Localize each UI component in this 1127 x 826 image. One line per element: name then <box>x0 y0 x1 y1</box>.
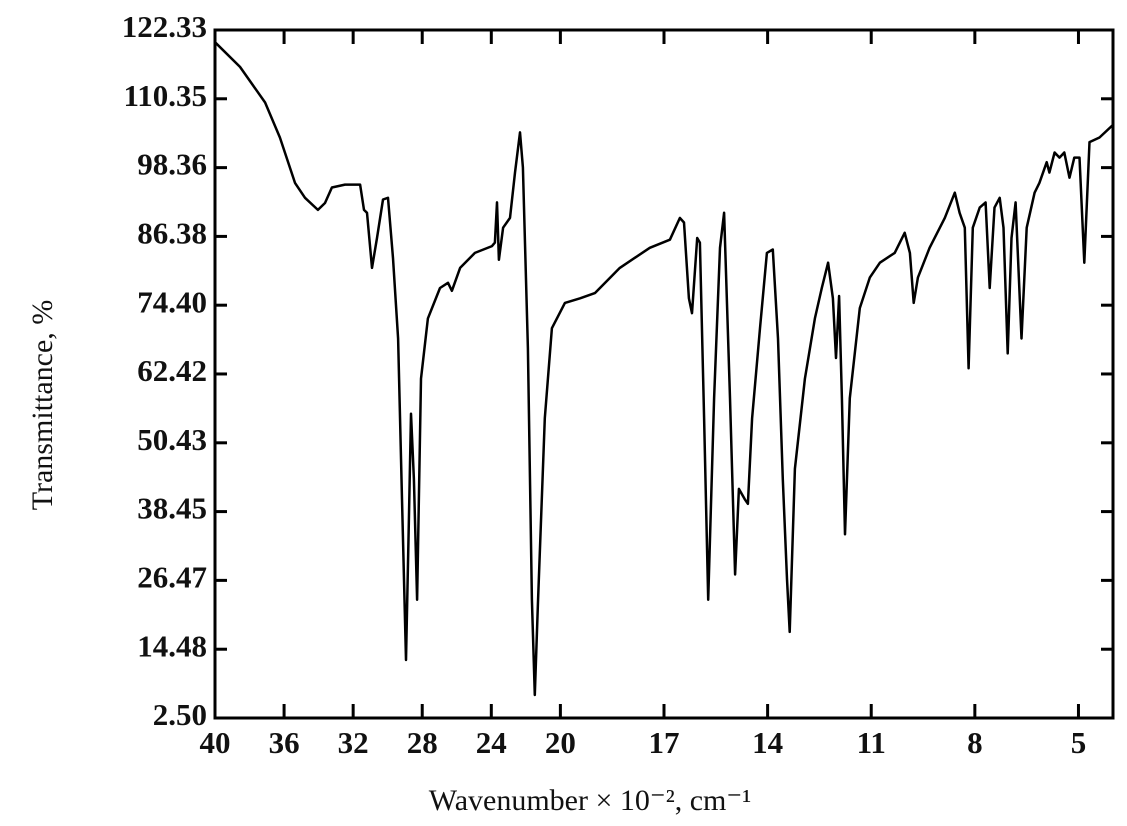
y-tick-label: 2.50 <box>153 697 207 732</box>
x-tick-label: 32 <box>338 725 369 760</box>
plot-frame <box>213 28 1115 720</box>
y-tick-label: 74.40 <box>137 284 207 319</box>
x-tick-label: 24 <box>476 725 507 760</box>
x-tick-label: 8 <box>967 725 983 760</box>
spectrum-line <box>214 41 1114 697</box>
x-tick-label: 17 <box>649 725 680 760</box>
y-tick-label: 86.38 <box>137 216 207 251</box>
x-tick-label: 11 <box>857 725 886 760</box>
y-tick-label: 38.45 <box>137 491 207 526</box>
y-axis-label: Transmittance, % <box>26 300 59 511</box>
x-axis-label: Wavenumber × 10⁻², cm⁻¹ <box>429 784 751 817</box>
x-tick-label: 28 <box>407 725 438 760</box>
x-tick-label: 14 <box>752 725 783 760</box>
y-tick-label: 110.35 <box>123 78 207 113</box>
x-tick-label: 36 <box>269 725 300 760</box>
y-tick-label: 122.33 <box>122 9 207 44</box>
x-tick-label: 40 <box>200 725 231 760</box>
y-tick-label: 14.48 <box>137 628 207 663</box>
x-tick-label: 5 <box>1071 725 1087 760</box>
y-tick-label: 98.36 <box>137 147 207 182</box>
y-tick-label: 50.43 <box>137 422 207 457</box>
x-tick-label: 20 <box>545 725 576 760</box>
y-tick-label: 26.47 <box>137 559 207 594</box>
y-tick-label: 62.42 <box>137 353 207 388</box>
